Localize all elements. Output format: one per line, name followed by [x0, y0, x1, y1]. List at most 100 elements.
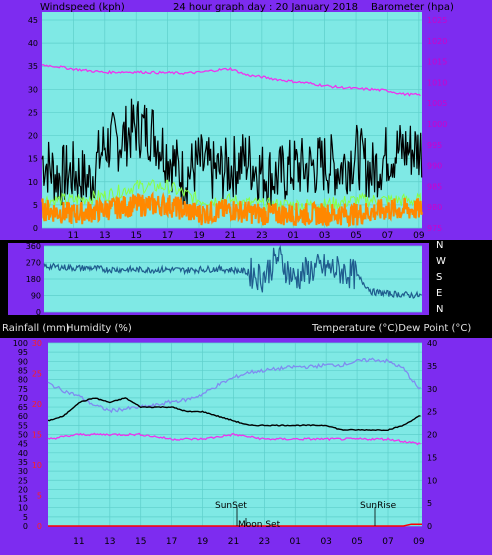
humidity-tick-label: 20 — [18, 485, 28, 494]
rainfall-axis-label: Rainfall (mm) — [2, 323, 70, 334]
x-tick-label: 13 — [104, 537, 115, 547]
x-tick-label: 09 — [413, 537, 425, 547]
y-tick-label: 0 — [36, 308, 41, 317]
y2-tick-label: 980 — [427, 203, 442, 212]
y-tick-label: 5 — [33, 201, 38, 210]
humidity-tick-label: 60 — [18, 412, 28, 421]
temperature-tick-label: 15 — [427, 453, 437, 462]
x-tick-label: 23 — [259, 537, 270, 547]
temperature-tick-label: 40 — [427, 339, 437, 348]
rain-tick-label: 20 — [32, 400, 42, 409]
humidity-tick-label: 10 — [18, 504, 28, 513]
x-tick-label: 17 — [166, 537, 177, 547]
humidity-tick-label: 50 — [18, 431, 28, 440]
x-tick-label: 11 — [73, 537, 84, 547]
x-tick-label: 21 — [228, 537, 239, 547]
humidity-tick-label: 30 — [18, 467, 28, 476]
y-tick-label: 15 — [28, 155, 38, 164]
graph-title: 24 hour graph day : 20 January 2018 — [173, 2, 358, 13]
temperature-tick-label: 20 — [427, 431, 437, 440]
x-tick-label: 21 — [225, 231, 236, 241]
humidity-tick-label: 55 — [18, 421, 28, 430]
temperature-tick-label: 5 — [427, 499, 432, 508]
humidity-tick-label: 5 — [23, 513, 28, 522]
wind-gust-series — [41, 98, 423, 206]
humidity-tick-label: 95 — [18, 348, 28, 357]
y-tick-label: 25 — [28, 108, 38, 117]
rain-tick-label: 0 — [37, 522, 42, 531]
y-tick-label: 35 — [28, 62, 38, 71]
y-tick-label: 360 — [26, 242, 41, 251]
temperature-tick-label: 30 — [427, 385, 437, 394]
y2-tick-label: 975 — [427, 224, 442, 233]
y-tick-label: 20 — [28, 132, 38, 141]
barometer-series — [41, 64, 421, 97]
humidity-series — [47, 357, 421, 414]
y-tick-label: 270 — [26, 259, 41, 268]
rainfall-series — [48, 523, 422, 527]
x-tick-label: 09 — [413, 231, 425, 241]
temperature-tick-label: 35 — [427, 362, 437, 371]
y2-tick-label: 990 — [427, 162, 442, 171]
sunrise-label: SunRise — [360, 501, 397, 511]
temperature-series — [47, 397, 421, 432]
y2-tick-label: 1025 — [427, 16, 447, 25]
wind-axis-label: Windspeed (kph) — [40, 2, 125, 13]
wind-average-series — [41, 179, 422, 214]
y2-tick-label: 1020 — [427, 37, 447, 46]
compass-label: S — [436, 272, 442, 283]
compass-label: W — [436, 256, 446, 267]
humidity-tick-label: 25 — [18, 476, 28, 485]
y-tick-label: 30 — [28, 85, 38, 94]
y-tick-label: 0 — [33, 224, 38, 233]
x-tick-label: 01 — [288, 231, 299, 241]
humidity-tick-label: 90 — [18, 357, 28, 366]
temperature-tick-label: 10 — [427, 476, 437, 485]
y-tick-label: 40 — [28, 39, 38, 48]
x-tick-label: 11 — [68, 231, 79, 241]
humidity-tick-label: 0 — [23, 522, 28, 531]
x-tick-label: 15 — [130, 231, 141, 241]
barometer-axis-label: Barometer (hpa) — [371, 2, 454, 13]
x-tick-label: 17 — [162, 231, 173, 241]
y-tick-label: 10 — [28, 178, 38, 187]
compass-label: E — [436, 288, 442, 299]
dew-point-series — [47, 432, 421, 446]
temperature-tick-label: 0 — [427, 522, 432, 531]
y2-tick-label: 1000 — [427, 120, 447, 129]
x-tick-label: 19 — [193, 231, 205, 241]
humidity-tick-label: 80 — [18, 376, 28, 385]
y2-tick-label: 985 — [427, 182, 442, 191]
x-tick-label: 13 — [99, 231, 110, 241]
humidity-tick-label: 75 — [18, 385, 28, 394]
humidity-tick-label: 85 — [18, 366, 28, 375]
rain-tick-label: 10 — [32, 461, 42, 470]
x-tick-label: 05 — [351, 537, 362, 547]
humidity-tick-label: 65 — [18, 403, 28, 412]
y-tick-label: 45 — [28, 16, 38, 25]
lower-axis-ticks: 0510152025303540455055606570758085909510… — [13, 339, 437, 547]
x-tick-label: 19 — [197, 537, 209, 547]
humidity-tick-label: 100 — [13, 339, 28, 348]
x-tick-label: 03 — [319, 231, 330, 241]
humidity-tick-label: 15 — [18, 495, 28, 504]
x-tick-label: 07 — [382, 231, 393, 241]
y-tick-label: 180 — [26, 275, 41, 284]
x-tick-label: 03 — [320, 537, 331, 547]
temperature-axis-label: Temperature (°C)Dew Point (°C) — [311, 323, 471, 334]
wind-grid — [42, 12, 422, 229]
x-tick-label: 07 — [382, 537, 393, 547]
x-tick-label: 01 — [290, 537, 301, 547]
humidity-tick-label: 70 — [18, 394, 28, 403]
y2-tick-label: 1005 — [427, 99, 447, 108]
direction-grid — [44, 245, 422, 313]
x-tick-label: 05 — [350, 231, 361, 241]
direction-axis-ticks: 0 90 180 270 360 — [26, 242, 41, 317]
x-tick-label: 23 — [256, 231, 267, 241]
compass-label: N — [436, 240, 443, 251]
humidity-tick-label: 35 — [18, 458, 28, 467]
humidity-tick-label: 45 — [18, 440, 28, 449]
wind-speed-series — [41, 191, 423, 228]
